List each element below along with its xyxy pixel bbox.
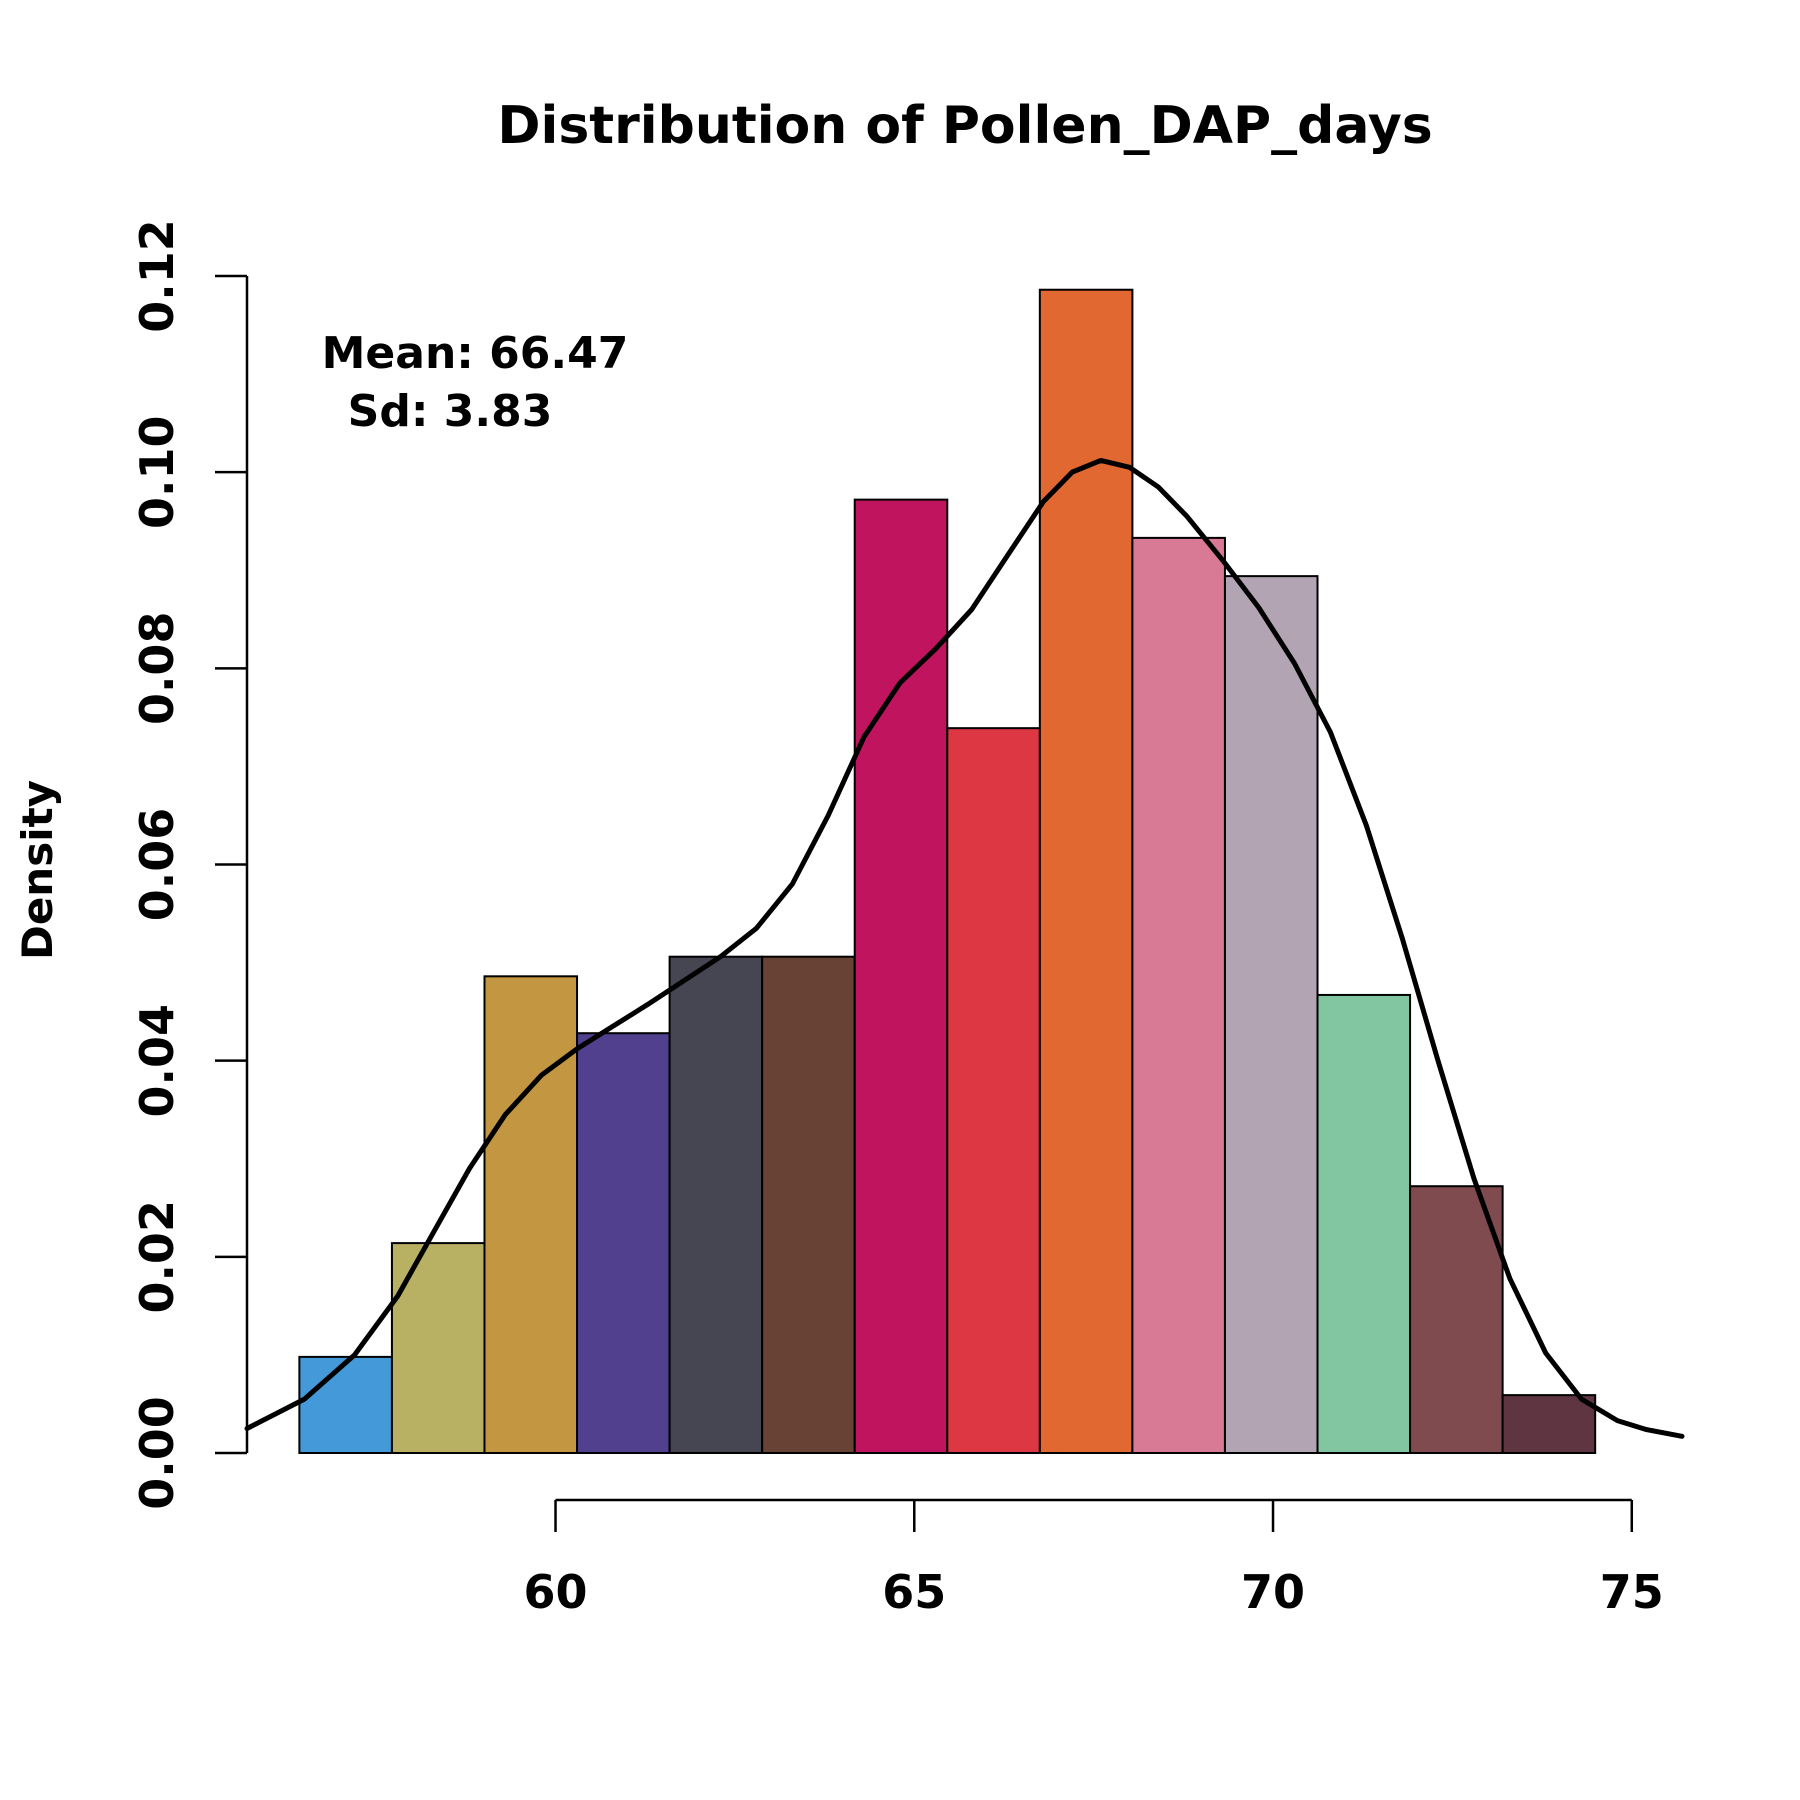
x-tick-label-75: 75 — [1600, 1565, 1664, 1619]
density-curve-layer — [244, 457, 1685, 1439]
histogram-bar-4 — [576, 1032, 671, 1455]
histogram-bar-6 — [761, 955, 856, 1454]
y-axis-label: Density — [13, 780, 62, 960]
histogram-bar-5 — [668, 955, 764, 1454]
y-tick-label-0.00: 0.00 — [130, 1396, 184, 1510]
y-tick-label-0.02: 0.02 — [130, 1200, 184, 1314]
x-tick-label-70: 70 — [1241, 1565, 1305, 1619]
y-tick-label-0.04: 0.04 — [130, 1004, 184, 1118]
y-tick-label-0.12: 0.12 — [130, 219, 184, 333]
histogram-bars — [298, 288, 1597, 1455]
mean-annotation: Mean: 66.47 — [322, 328, 629, 379]
histogram-bar-1 — [298, 1355, 393, 1454]
y-tick-label-0.06: 0.06 — [130, 808, 184, 922]
density-curve — [244, 457, 1685, 1439]
histogram-bar-10 — [1131, 536, 1226, 1454]
chart-title: Distribution of Pollen_DAP_days — [497, 96, 1432, 156]
y-tick-label-0.10: 0.10 — [130, 415, 184, 529]
x-tick-label-60: 60 — [523, 1565, 587, 1619]
histogram-bar-2 — [390, 1242, 486, 1455]
y-tick-label-0.08: 0.08 — [130, 612, 184, 726]
histogram-bar-12 — [1316, 993, 1412, 1454]
histogram-bar-9 — [1038, 288, 1134, 1454]
y-axis: 0.00 0.02 0.04 0.06 0.08 0.10 0.12 — [130, 219, 249, 1510]
histogram-bar-3 — [483, 975, 579, 1454]
histogram-bar-13 — [1409, 1185, 1504, 1455]
histogram-bar-8 — [946, 727, 1041, 1454]
x-axis: 60 65 70 75 — [523, 1498, 1664, 1619]
sd-annotation: Sd: 3.83 — [348, 386, 553, 437]
histogram-bar-11 — [1223, 575, 1319, 1454]
histogram-bar-14 — [1501, 1394, 1597, 1455]
x-tick-label-65: 65 — [882, 1565, 946, 1619]
histogram-bar-7 — [853, 498, 949, 1454]
